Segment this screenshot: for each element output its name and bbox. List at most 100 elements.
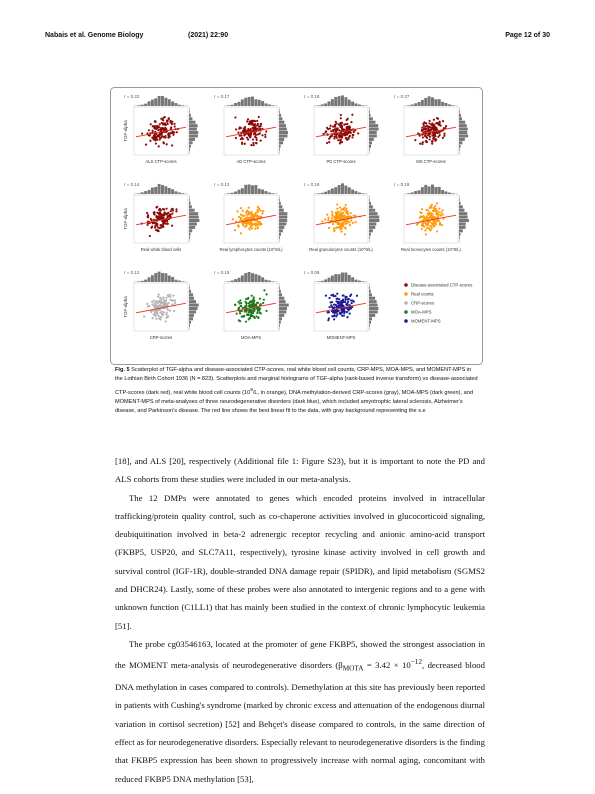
point <box>357 132 360 135</box>
point <box>175 208 178 211</box>
point <box>339 113 342 117</box>
point <box>239 232 242 235</box>
histogram-bar <box>369 148 370 152</box>
point <box>147 214 150 217</box>
histogram-bar <box>279 286 280 290</box>
point <box>164 123 167 127</box>
histogram-bar <box>251 185 254 194</box>
point <box>354 221 357 224</box>
point <box>335 130 338 133</box>
histogram-bar <box>444 191 448 194</box>
histogram-bar <box>157 183 161 194</box>
point <box>169 298 172 302</box>
point <box>325 130 328 133</box>
point <box>152 313 155 316</box>
point <box>339 124 342 127</box>
point <box>421 141 424 144</box>
point <box>152 218 155 221</box>
histogram-bar <box>344 185 348 194</box>
point <box>426 134 430 137</box>
histogram-bar <box>330 275 334 282</box>
point <box>252 311 255 314</box>
point <box>250 294 253 297</box>
histogram-bar <box>279 219 288 223</box>
histogram-bar <box>437 99 441 106</box>
point <box>322 132 325 136</box>
histogram-bar <box>171 276 175 282</box>
point <box>156 302 159 305</box>
histogram-bar <box>189 307 198 311</box>
histogram-bar <box>154 273 158 282</box>
point <box>149 123 152 126</box>
histogram-bar <box>447 104 451 106</box>
histogram-bar <box>324 279 328 282</box>
histogram-bar <box>189 113 191 117</box>
point <box>431 215 434 218</box>
point <box>326 213 329 216</box>
point <box>249 134 252 137</box>
point <box>243 142 246 145</box>
point <box>162 311 165 314</box>
point <box>429 224 432 227</box>
point <box>423 121 426 124</box>
point <box>257 307 260 311</box>
point <box>233 303 237 306</box>
point <box>329 124 332 127</box>
point <box>156 211 159 214</box>
point <box>252 143 255 147</box>
point <box>335 213 338 217</box>
point <box>159 132 162 135</box>
point <box>337 211 340 214</box>
histogram-bar <box>244 273 248 282</box>
point <box>344 216 347 219</box>
histogram-bar <box>154 186 158 194</box>
point <box>157 229 160 233</box>
point <box>433 127 436 130</box>
point <box>172 294 175 297</box>
point <box>155 224 158 227</box>
point <box>434 135 437 138</box>
point <box>421 136 425 139</box>
point <box>348 215 351 218</box>
caption-sup: 9 <box>250 386 253 392</box>
histogram-bar <box>369 134 377 138</box>
histogram-bar <box>459 134 469 138</box>
point <box>335 309 338 312</box>
point <box>175 210 178 213</box>
histogram-bar <box>369 117 373 121</box>
point <box>354 214 357 218</box>
point <box>254 212 257 215</box>
point <box>161 304 164 307</box>
point <box>166 222 169 225</box>
point <box>332 303 336 306</box>
histogram-bar <box>279 236 280 240</box>
histogram-bar <box>279 124 286 128</box>
point <box>422 218 425 222</box>
point <box>167 136 170 139</box>
histogram-bar <box>234 102 238 106</box>
point <box>336 300 339 303</box>
point <box>252 298 255 301</box>
point <box>152 221 156 224</box>
histogram-bar <box>181 193 185 194</box>
histogram-bar <box>247 272 251 282</box>
histogram-bar <box>244 184 248 194</box>
point <box>152 299 155 302</box>
histogram-bar <box>330 99 334 106</box>
histogram-bar <box>337 185 341 194</box>
histogram-bar <box>189 124 198 128</box>
point <box>333 318 336 321</box>
histogram-bar <box>341 95 344 106</box>
point <box>164 303 168 307</box>
point <box>346 212 349 216</box>
point <box>347 136 351 139</box>
histogram-bar <box>189 148 190 152</box>
point <box>428 119 431 122</box>
point <box>250 308 253 312</box>
histogram-bar <box>279 198 280 202</box>
histogram-bar <box>459 201 461 205</box>
histogram-bar <box>189 141 193 145</box>
point <box>234 136 238 140</box>
point <box>328 306 331 309</box>
